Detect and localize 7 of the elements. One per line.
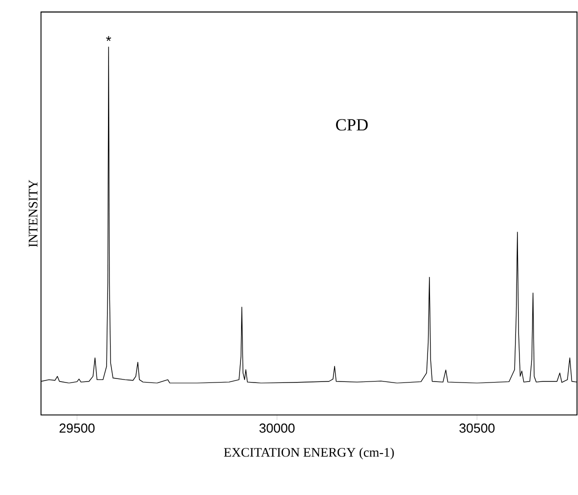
annotation: CPD xyxy=(336,119,368,131)
x-tick-label: 30500 xyxy=(459,424,495,433)
x-axis-title: EXCITATION ENERGY (cm-1) xyxy=(224,448,394,460)
x-tick-label: 29500 xyxy=(60,424,95,433)
y-axis-title: INTENSITY xyxy=(28,180,38,247)
x-tick-label: 30000 xyxy=(259,424,295,433)
annotation: * xyxy=(106,36,112,42)
